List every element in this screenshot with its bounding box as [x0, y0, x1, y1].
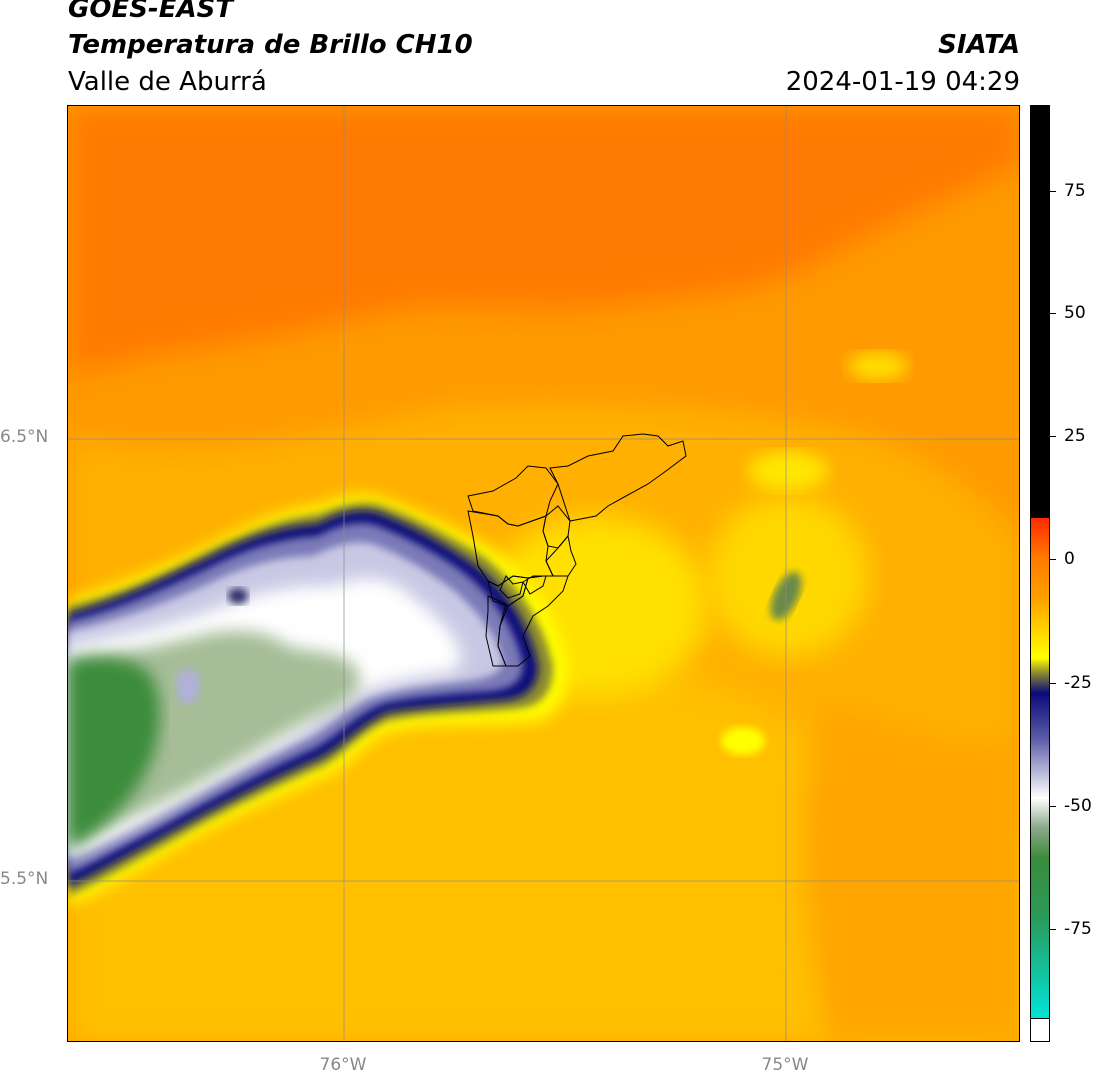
colorbar-label: -75: [1064, 919, 1092, 939]
colorbar-black-segment: [1031, 106, 1049, 518]
cloud-hole: [176, 668, 200, 704]
colorbar-label: -50: [1064, 796, 1092, 816]
colorbar-tick: [1050, 929, 1056, 930]
yellow-spot-upper: [748, 451, 828, 491]
colorbar-white-segment: [1031, 1018, 1049, 1041]
lon-label-75: 75°W: [761, 1055, 809, 1075]
colorbar-label: 50: [1064, 303, 1086, 323]
colorbar-tick: [1050, 191, 1056, 192]
colorbar-tick: [1050, 313, 1056, 314]
lat-label-5-5: 5.5°N: [0, 869, 49, 889]
map-canvas: [68, 106, 1019, 1041]
product-title: Temperatura de Brillo CH10: [68, 30, 473, 60]
colorbar-tick: [1050, 806, 1056, 807]
datetime-label: 2024-01-19 04:29: [785, 67, 1020, 97]
south-east-orange: [804, 706, 1019, 1041]
temperature-map[interactable]: [67, 105, 1020, 1042]
lat-label-6-5: 6.5°N: [0, 427, 49, 447]
satellite-title: GOES-EAST: [68, 0, 234, 24]
lon-label-76: 76°W: [319, 1055, 367, 1075]
colorbar-tick: [1050, 436, 1056, 437]
colorbar-tick: [1050, 683, 1056, 684]
yellow-spot-small: [848, 352, 908, 380]
colorbar-tick: [1050, 559, 1056, 560]
colorbar-label: -25: [1064, 673, 1092, 693]
colorbar-color-segment: [1031, 518, 1049, 1018]
brand-label: SIATA: [938, 30, 1020, 60]
region-label: Valle de Aburrá: [68, 67, 267, 97]
colorbar-label: 75: [1064, 181, 1086, 201]
colorbar-label: 25: [1064, 426, 1086, 446]
warm-region-north: [68, 106, 1019, 376]
yellow-spot-lower: [721, 727, 765, 755]
municipal-boundaries: [467, 433, 687, 667]
colorbar: [1030, 105, 1050, 1042]
cloud-hole: [228, 588, 248, 604]
graticule: [68, 106, 1019, 1041]
colorbar-label: 0: [1064, 549, 1075, 569]
cloud-core-green: [68, 657, 160, 851]
